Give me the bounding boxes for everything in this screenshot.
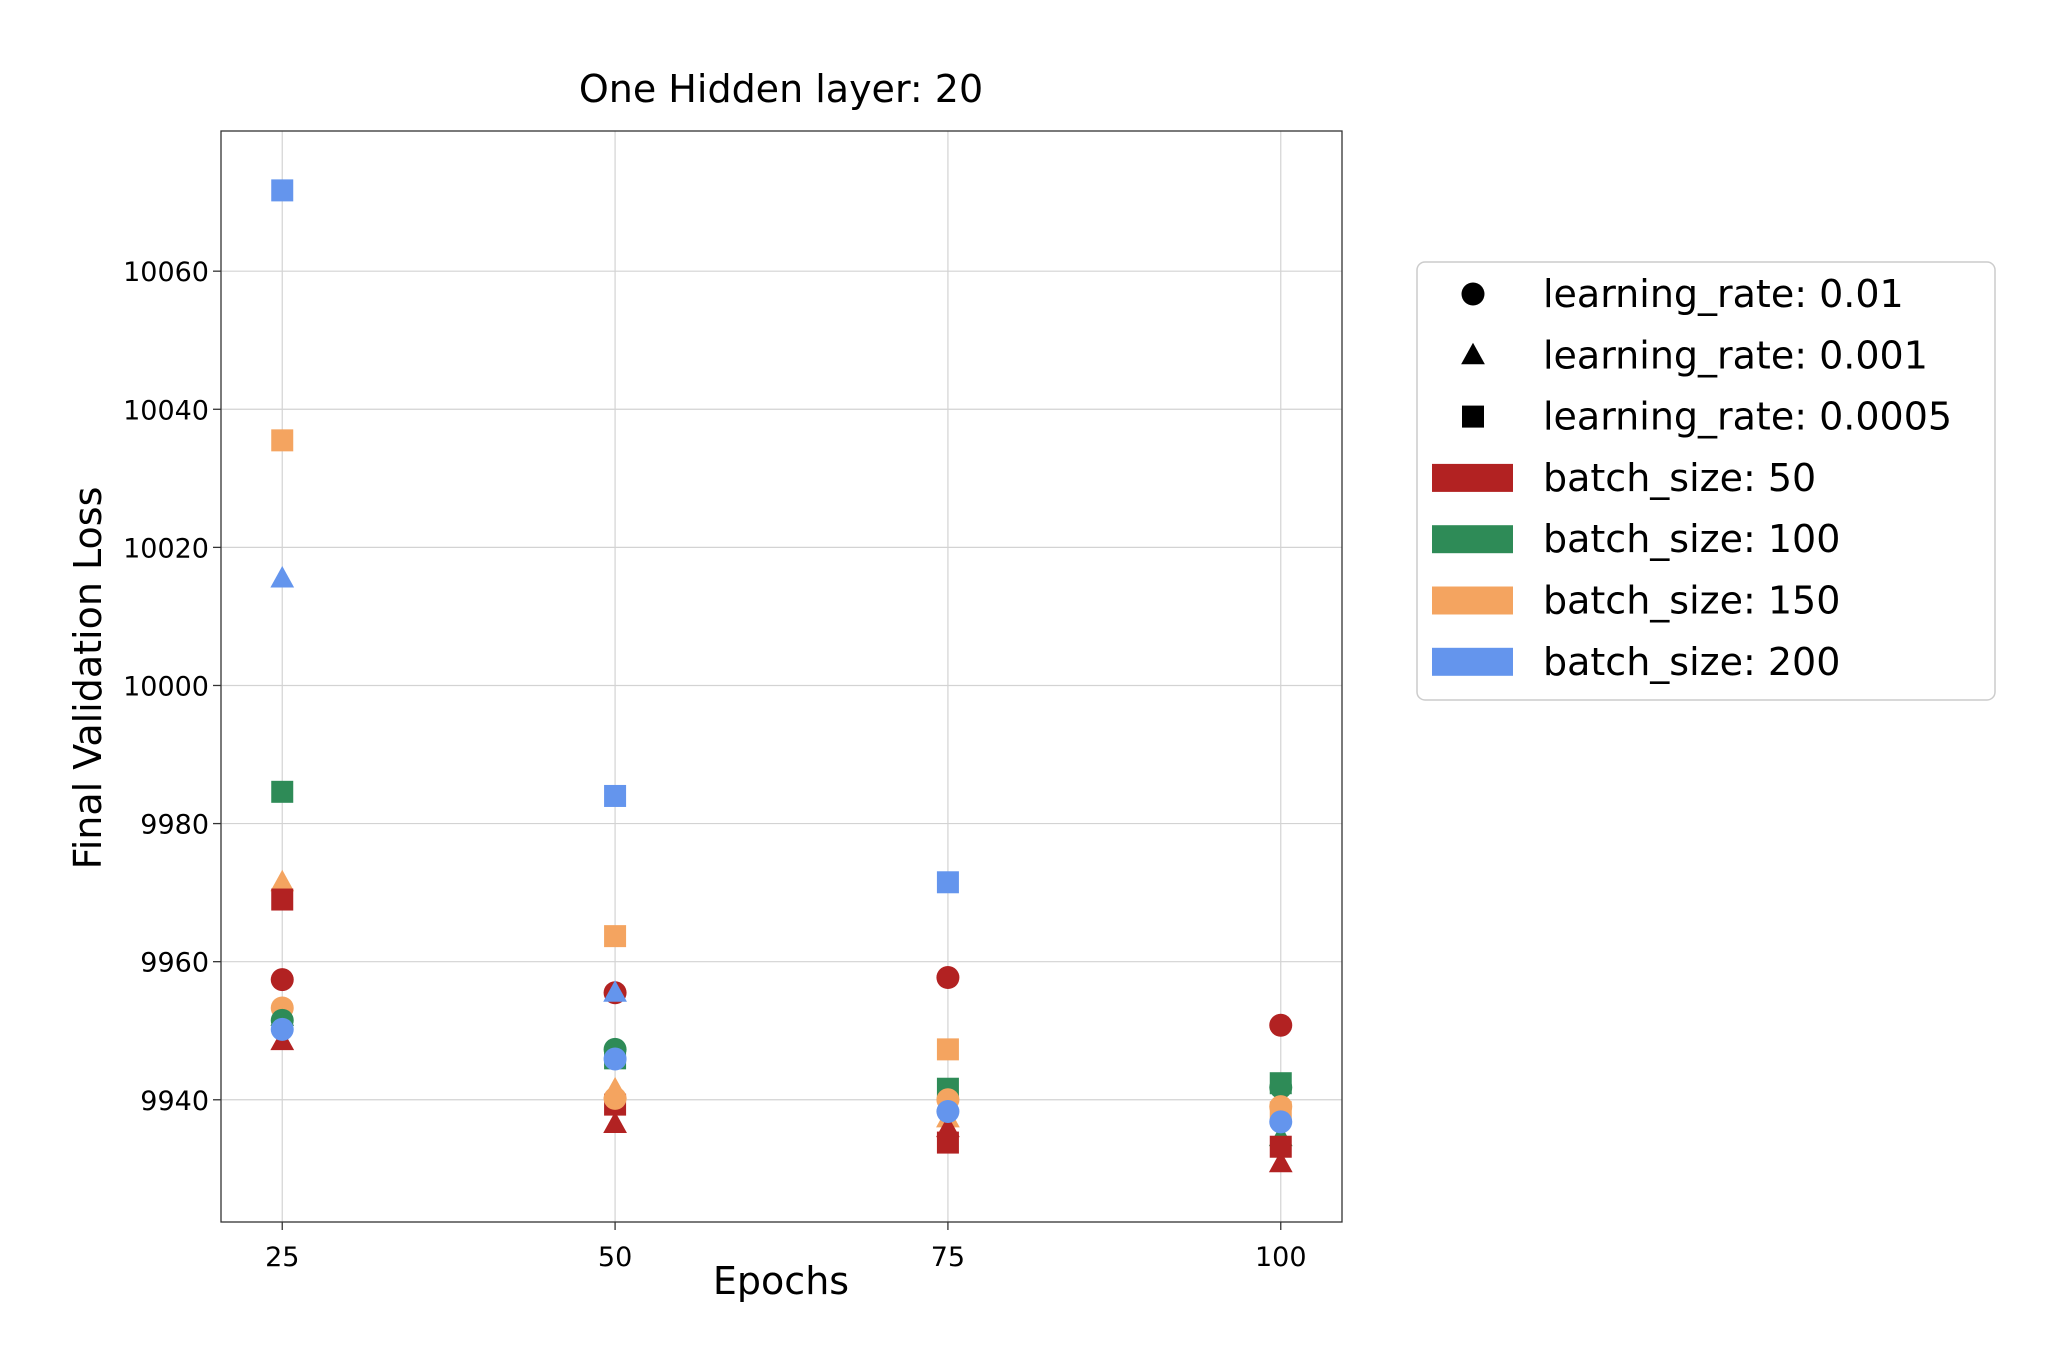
data-point-triangle <box>603 980 627 1002</box>
data-point-triangle <box>270 565 295 588</box>
data-point-square <box>936 1131 959 1154</box>
legend-label: batch_size: 200 <box>1543 640 1840 684</box>
y-tick-label: 10060 <box>123 257 209 288</box>
data-point-square <box>936 871 959 894</box>
data-point-circle <box>1269 1110 1293 1134</box>
y-tick-label: 9940 <box>140 1086 209 1117</box>
data-point-circle <box>936 1100 960 1124</box>
legend-triangle-marker <box>1461 342 1485 365</box>
plot-frame <box>220 130 1343 1223</box>
y-tick-label: 10040 <box>123 395 209 426</box>
x-tick-label: 100 <box>1255 1242 1307 1273</box>
data-point-circle <box>603 1086 627 1110</box>
x-axis-title: Epochs <box>713 1259 849 1303</box>
legend-label: batch_size: 100 <box>1543 517 1840 561</box>
x-tick-label: 25 <box>265 1242 299 1273</box>
data-point-square <box>271 780 294 803</box>
legend: learning_rate: 0.01 learning_rate: 0.001 l… <box>1416 261 1996 701</box>
data-point-square <box>271 888 294 911</box>
legend-color-patch <box>1432 463 1513 492</box>
grid <box>221 131 1342 1222</box>
legend-label: learning_rate: 0.01 <box>1543 272 1904 316</box>
y-tick-label: 10020 <box>123 533 209 564</box>
data-point-square <box>604 784 627 807</box>
data-point-circle <box>270 1017 294 1041</box>
legend-color-patch <box>1432 647 1513 676</box>
data-point-circle <box>1269 1013 1293 1037</box>
chart-title: One Hidden layer: 20 <box>579 67 983 111</box>
legend-label: batch_size: 50 <box>1543 456 1816 500</box>
data-point-triangle <box>1268 1150 1293 1173</box>
data-point-square <box>271 429 294 452</box>
data-point-circle <box>1269 1075 1293 1099</box>
legend-circle-marker <box>1461 282 1485 306</box>
y-tick-label: 10000 <box>123 671 209 702</box>
legend-color-patch <box>1432 586 1513 615</box>
legend-label: learning_rate: 0.0005 <box>1543 395 1952 439</box>
x-tick-label: 75 <box>931 1242 965 1273</box>
data-point-square <box>1269 1135 1292 1158</box>
data-point-circle <box>270 968 294 992</box>
legend-label: learning_rate: 0.001 <box>1543 333 1928 377</box>
y-axis-ticks: 9940 9960 9980 10000 10020 10040 10060 <box>123 257 221 1117</box>
data-point-circle <box>603 1047 627 1071</box>
y-tick-label: 9960 <box>140 948 209 979</box>
legend-color-patch <box>1432 525 1513 554</box>
legend-box <box>1416 261 1996 701</box>
y-axis-title: Final Validation Loss <box>66 487 110 870</box>
y-tick-label: 9980 <box>140 810 209 841</box>
data-point-square <box>936 1038 959 1061</box>
data-point-triangle <box>270 869 295 892</box>
x-axis-ticks: 25 50 75 100 <box>265 1222 1307 1273</box>
data-point-square <box>604 925 627 948</box>
x-tick-label: 50 <box>598 1242 632 1273</box>
legend-square-marker <box>1462 405 1484 428</box>
data-point-square <box>271 179 294 202</box>
data-point-circle <box>936 966 960 990</box>
data-point-triangle <box>603 1111 627 1133</box>
data-points <box>270 179 1293 1173</box>
legend-label: batch_size: 150 <box>1543 579 1840 623</box>
